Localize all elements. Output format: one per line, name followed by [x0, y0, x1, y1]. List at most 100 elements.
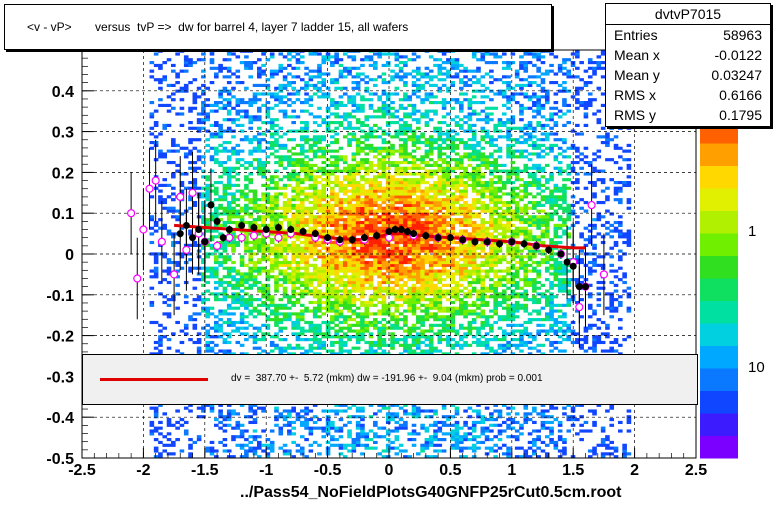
- heatmap-cell: [416, 189, 421, 193]
- heatmap-cell: [368, 189, 374, 193]
- heatmap-cell: [334, 178, 339, 182]
- heatmap-cell: [218, 309, 223, 313]
- heatmap-cell: [179, 89, 185, 93]
- heatmap-cell: [179, 189, 185, 193]
- heatmap-cell: [398, 223, 404, 227]
- heatmap-cell: [274, 192, 279, 196]
- heatmap-cell: [330, 195, 335, 199]
- heatmap-cell: [317, 275, 322, 279]
- heatmap-cell: [239, 260, 245, 265]
- heatmap-cell: [360, 318, 365, 322]
- heatmap-cell: [312, 275, 318, 279]
- heatmap-cell: [244, 235, 249, 239]
- heatmap-cell: [424, 160, 430, 165]
- heatmap-cell: [261, 338, 266, 342]
- heatmap-cell: [222, 146, 228, 150]
- heatmap-cell: [364, 286, 370, 290]
- heatmap-cell: [231, 52, 236, 56]
- heatmap-cell: [433, 306, 438, 310]
- heatmap-cell: [373, 323, 378, 327]
- heatmap-cell: [261, 223, 266, 227]
- heatmap-cell: [381, 132, 387, 136]
- heatmap-cell: [420, 83, 425, 88]
- heatmap-cell: [364, 278, 370, 282]
- heatmap-cell: [256, 446, 262, 450]
- heatmap-cell: [428, 338, 434, 342]
- heatmap-cell: [373, 129, 378, 133]
- heatmap-cell: [407, 432, 413, 436]
- heatmap-cell: [235, 166, 241, 170]
- heatmap-cell: [355, 106, 361, 110]
- heatmap-cell: [407, 218, 413, 222]
- heatmap-cell: [338, 312, 344, 316]
- heatmap-cell: [416, 212, 421, 216]
- heatmap-cell: [364, 349, 370, 353]
- heatmap-cell: [433, 246, 438, 250]
- heatmap-cell: [441, 169, 447, 173]
- heatmap-cell: [149, 429, 155, 433]
- heatmap-cell: [282, 183, 288, 187]
- heatmap-cell: [278, 98, 284, 102]
- heatmap-cell: [312, 403, 318, 407]
- heatmap-cell: [351, 55, 357, 59]
- heatmap-cell: [153, 412, 159, 416]
- heatmap-cell: [252, 149, 258, 153]
- heatmap-cell: [196, 340, 202, 345]
- heatmap-cell: [364, 169, 370, 173]
- heatmap-cell: [334, 403, 339, 407]
- heatmap-cell: [424, 438, 430, 442]
- heatmap-cell: [299, 449, 305, 453]
- heatmap-cell: [214, 146, 219, 150]
- heatmap-cell: [416, 306, 421, 310]
- heatmap-cell: [149, 406, 155, 410]
- heatmap-cell: [214, 260, 219, 265]
- heatmap-cell: [175, 263, 180, 267]
- heatmap-cell: [424, 92, 430, 96]
- heatmap-cell: [299, 180, 305, 185]
- heatmap-cell: [244, 195, 249, 199]
- heatmap-cell: [321, 215, 327, 219]
- heatmap-cell: [256, 143, 262, 147]
- heatmap-cell: [394, 260, 400, 265]
- heatmap-cell: [428, 83, 434, 88]
- heatmap-cell: [312, 252, 318, 256]
- heatmap-cell: [183, 69, 189, 73]
- heatmap-cell: [256, 280, 262, 285]
- heatmap-cell: [188, 109, 193, 113]
- heatmap-cell: [330, 426, 335, 430]
- heatmap-cell: [398, 75, 404, 79]
- heatmap-cell: [441, 180, 447, 185]
- heatmap-cell: [416, 209, 421, 213]
- heatmap-cell: [377, 269, 382, 273]
- heatmap-cell: [334, 175, 339, 179]
- heatmap-cell: [407, 243, 413, 247]
- heatmap-cell: [256, 435, 262, 439]
- heatmap-cell: [420, 246, 425, 250]
- heatmap-cell: [205, 129, 211, 133]
- heatmap-cell: [420, 160, 425, 165]
- heatmap-cell: [171, 235, 176, 239]
- heatmap-cell: [183, 89, 189, 93]
- heatmap-cell: [446, 143, 451, 147]
- heatmap-cell: [424, 155, 430, 159]
- heatmap-cell: [330, 203, 335, 207]
- heatmap-cell: [416, 255, 421, 259]
- heatmap-cell: [226, 169, 232, 173]
- heatmap-cell: [239, 195, 245, 199]
- heatmap-cell: [411, 309, 417, 313]
- heatmap-cell: [411, 135, 417, 139]
- heatmap-cell: [364, 300, 370, 305]
- heatmap-cell: [403, 409, 408, 413]
- heatmap-cell: [364, 203, 370, 207]
- heatmap-cell: [175, 149, 180, 153]
- heatmap-cell: [368, 446, 374, 450]
- heatmap-cell: [192, 92, 198, 96]
- heatmap-cell: [325, 420, 331, 425]
- heatmap-cell: [299, 346, 305, 350]
- heatmap-cell: [373, 255, 378, 259]
- heatmap-cell: [209, 269, 215, 273]
- heatmap-cell: [385, 112, 391, 116]
- heatmap-cell: [265, 446, 271, 450]
- heatmap-cell: [239, 149, 245, 153]
- heatmap-cell: [416, 55, 421, 59]
